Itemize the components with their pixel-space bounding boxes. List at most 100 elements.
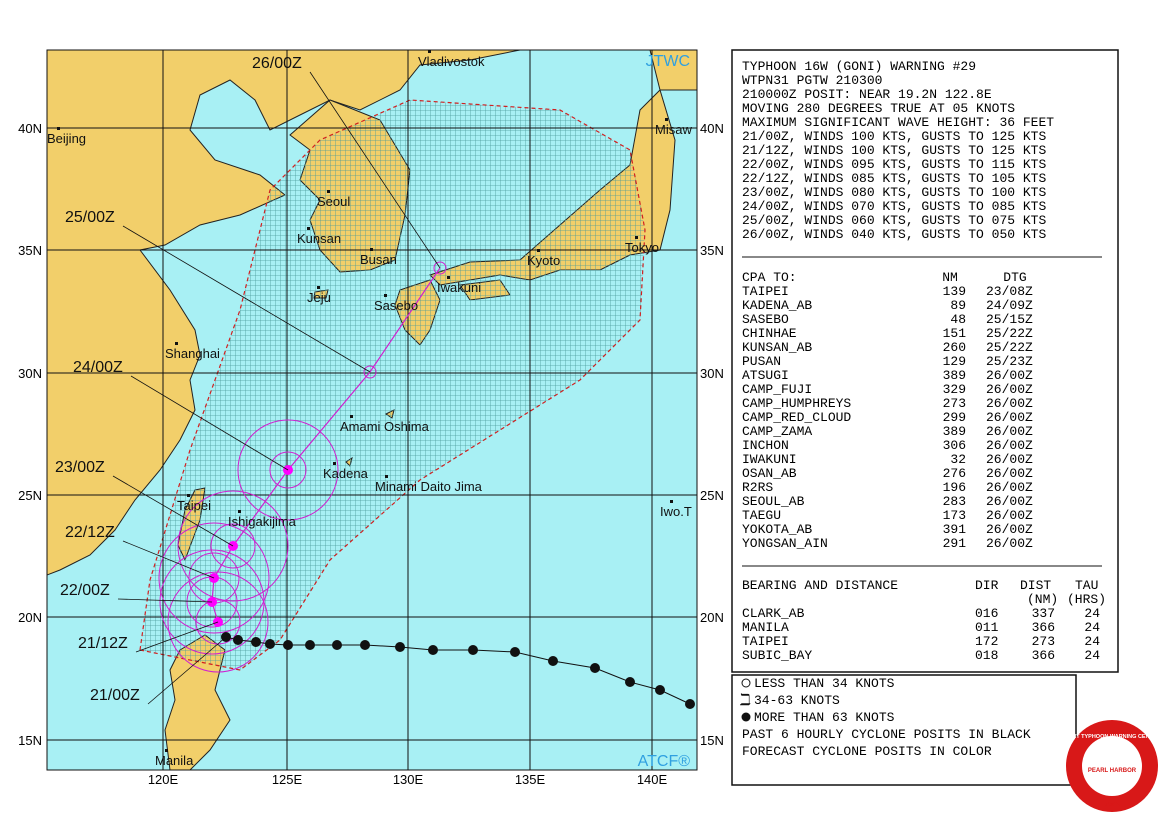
agency: JTWC [646,53,690,70]
cpa-dtg: 25/22Z [986,326,1033,341]
place-name: Sasebo [374,298,418,313]
leader-line [130,375,289,471]
cpa-dtg: 26/00Z [986,368,1033,383]
place-name: Kyoto [527,253,560,268]
warning-line: 21/00Z, WINDS 100 KTS, GUSTS TO 125 KTS [742,129,1046,144]
place-marker [665,118,668,121]
place-name: Amami Oshima [340,419,430,434]
danger-area [139,99,646,671]
cpa-header: CPA TO: [742,270,797,285]
bearing-dir: 018 [975,648,998,663]
cpa-name: TAEGU [742,508,781,523]
place-marker [327,190,330,193]
cpa-name: CAMP_FUJI [742,382,812,397]
place-marker [350,415,353,418]
cpa-dtg: 25/22Z [986,340,1033,355]
bearing-header: DIR [975,578,999,593]
warning-line: 22/12Z, WINDS 085 KTS, GUSTS TO 105 KTS [742,171,1046,186]
lat-label: 30N [700,366,724,381]
lat-label: 30N [18,366,42,381]
leader-line [112,475,234,547]
cpa-dtg: 26/00Z [986,508,1033,523]
bearing-subheader: (NM) [1027,592,1058,607]
cpa-nm: 299 [943,410,966,425]
place-name: Kadena [323,466,369,481]
warning-line: 26/00Z, WINDS 040 KTS, GUSTS TO 050 KTS [742,227,1046,242]
cpa-dtg: 26/00Z [986,522,1033,537]
cpa-name: IWAKUNI [742,452,797,467]
place-name: Shanghai [165,346,220,361]
warning-line: 23/00Z, WINDS 080 KTS, GUSTS TO 100 KTS [742,185,1046,200]
lon-label: 140E [637,772,668,787]
cpa-name: YONGSAN_AIN [742,536,828,551]
cpa-dtg: 26/00Z [986,536,1033,551]
place-marker [384,294,387,297]
place-name: Seoul [317,194,350,209]
warning-box [731,49,1119,673]
source: ATCF® [638,753,691,770]
place-marker [447,276,450,279]
leader-line [147,636,227,705]
cpa-dtg: 24/09Z [986,298,1033,313]
time-label: 22/00Z [60,582,110,599]
legend-symbol [741,678,751,688]
bearing-tau: 24 [1084,634,1100,649]
legend-line: MORE THAN 63 KNOTS [754,710,895,725]
place-marker [370,248,373,251]
cpa-name: ATSUGI [742,368,789,383]
lat-label: 25N [700,488,724,503]
cpa-name: TAIPEI [742,284,789,299]
lat-label: 40N [700,121,724,136]
legend-line: PAST 6 HOURLY CYCLONE POSITS IN BLACK [742,727,1031,742]
place-name: Jeju [307,290,331,305]
lon-label: 120E [148,772,179,787]
place-name: Ishigakijima [228,514,297,529]
time-label: 24/00Z [73,359,123,376]
place-marker [333,462,336,465]
cpa-nm: 48 [950,312,966,327]
place-marker [175,342,178,345]
lon-label: 130E [393,772,424,787]
place-marker [635,236,638,239]
cpa-nm: 151 [943,326,967,341]
leader-line [309,71,441,269]
place-name: Vladivostok [418,54,485,69]
time-label: 21/12Z [78,635,128,652]
cpa-dtg: 25/23Z [986,354,1033,369]
cpa-nm: 173 [943,508,966,523]
logo-text: JOINT TYPHOON WARNING CENTER [1063,734,1160,740]
cpa-nm: 283 [943,494,966,509]
warning-line: 24/00Z, WINDS 070 KTS, GUSTS TO 085 KTS [742,199,1046,214]
wind-radii [158,261,447,673]
warning-line: 21/12Z, WINDS 100 KTS, GUSTS TO 125 KTS [742,143,1046,158]
lat-label: 20N [700,610,724,625]
lon-label: 135E [515,772,546,787]
map: JTWC ATCF® 26/00Z 25/00Z 24/00Z 23/00Z 22/12… [47,50,697,770]
cpa-dtg: 26/00Z [986,438,1033,453]
bearing-dist: 366 [1032,620,1055,635]
bearing-subheader: (HRS) [1067,592,1106,607]
time-label: 22/12Z [65,524,115,541]
leader-line [122,540,215,579]
cpa-nm: 196 [943,480,966,495]
place-marker [238,510,241,513]
place-marker [428,50,431,53]
cpa-nm: 389 [943,368,966,383]
warning-line: MOVING 280 DEGREES TRUE AT 05 KNOTS [742,101,1015,116]
leader-line [135,621,219,653]
cpa-name: R2RS [742,480,773,495]
past-points [221,632,695,709]
legend-line: LESS THAN 34 KNOTS [754,676,895,691]
logo-text: PEARL HARBOR [1088,768,1137,774]
cpa-dtg: 26/00Z [986,466,1033,481]
lat-label: 35N [700,243,724,258]
cpa-nm: 139 [943,284,966,299]
lat-label: 15N [700,733,724,748]
time-label: 25/00Z [65,209,115,226]
lat-label: 25N [18,488,42,503]
bearing-header: BEARING AND DISTANCE [742,578,898,593]
place-name: Beijing [47,131,86,146]
place-name: Iwakuni [437,280,481,295]
cpa-name: KADENA_AB [742,298,812,313]
